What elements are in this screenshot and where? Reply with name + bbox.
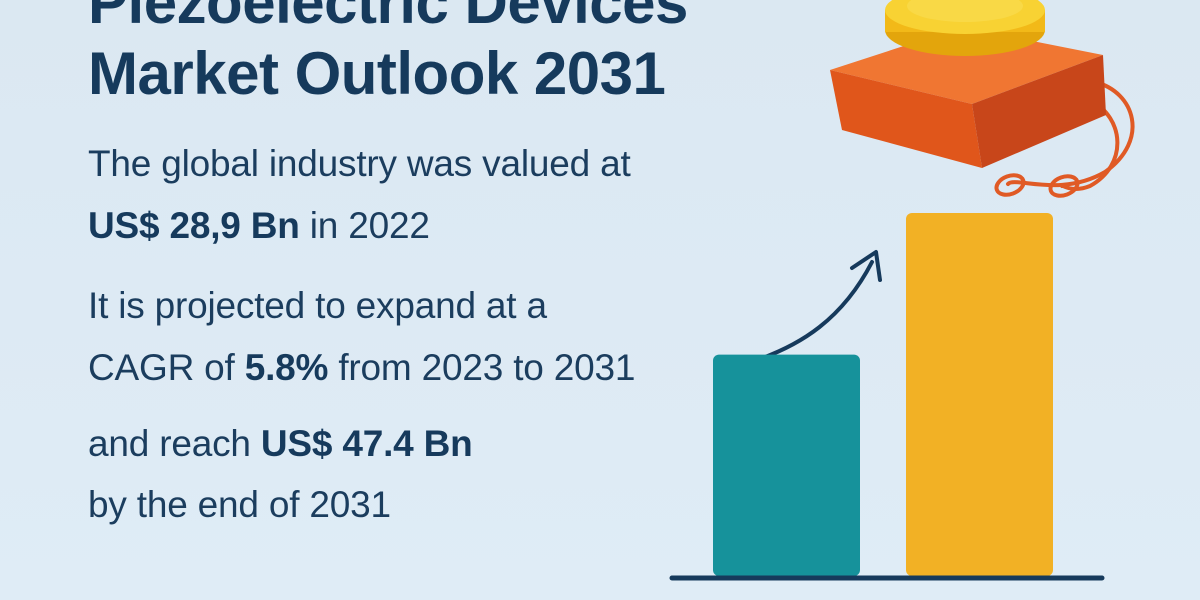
valuation-value: US$ 28,9 Bn — [88, 205, 300, 246]
cagr-prefix: CAGR of — [88, 347, 245, 388]
projection-text: It is projected to expand at a — [88, 287, 547, 324]
valuation-year: in 2022 — [299, 205, 430, 246]
cagr-value: 5.8% — [244, 347, 329, 388]
page-title-line-1: Piezoelectric Devices — [88, 0, 688, 36]
bar-series — [713, 213, 1053, 576]
forecast-year-line: by the end of 2031 — [88, 486, 391, 523]
forecast-year-text: by the end of 2031 — [88, 484, 391, 525]
valuation-text: The global industry was valued at — [88, 145, 631, 182]
forecast-prefix: and reach — [88, 423, 261, 464]
piezoelectric-device-icon — [830, 0, 1135, 198]
cagr-line: CAGR of 5.8% from 2023 to 2031 — [88, 349, 635, 386]
bar-0 — [713, 354, 860, 576]
valuation-text-label: The global industry was valued at — [88, 143, 631, 184]
projection-text-label: It is projected to expand at a — [88, 285, 547, 326]
cagr-period: from 2023 to 2031 — [328, 347, 636, 388]
forecast-value: US$ 47.4 Bn — [260, 423, 473, 464]
bar-1 — [906, 213, 1053, 576]
forecast-line: and reach US$ 47.4 Bn — [88, 425, 473, 462]
growth-arrow-icon — [755, 250, 882, 362]
page-title-line-2: Market Outlook 2031 — [88, 40, 666, 107]
valuation-value-line: US$ 28,9 Bn in 2022 — [88, 207, 430, 244]
